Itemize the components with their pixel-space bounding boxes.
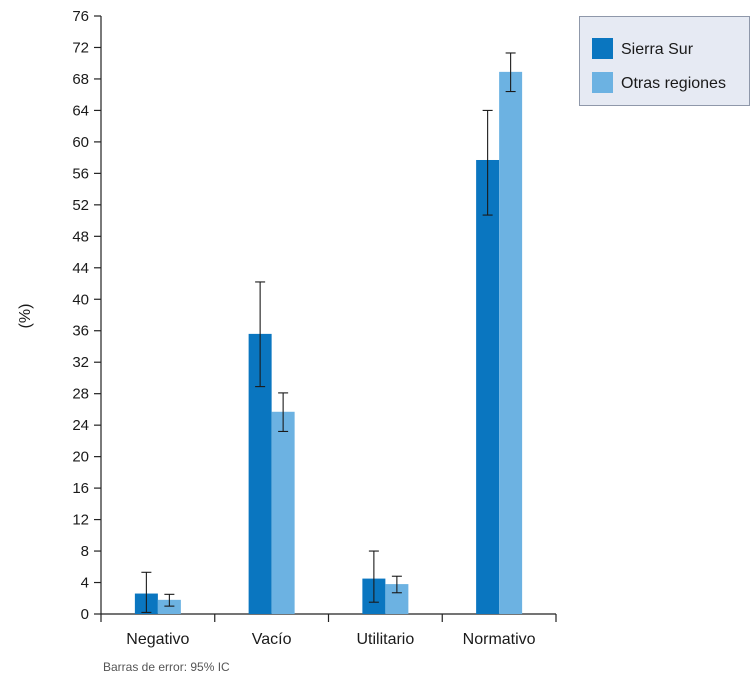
bar-negativo-series-1 [157, 599, 181, 614]
y-tick-label: 56 [72, 165, 89, 182]
y-tick-label: 64 [72, 102, 89, 119]
legend-swatch [592, 38, 613, 59]
legend-swatch [592, 72, 613, 93]
y-tick-label: 16 [72, 480, 89, 497]
x-tick-label: Normativo [463, 631, 536, 648]
y-tick-label: 28 [72, 386, 89, 403]
bar-vaco-series-1 [271, 411, 295, 614]
bar-utilitario-series-1 [385, 584, 409, 614]
bar-normativo-series-1 [499, 71, 523, 615]
y-tick-label: 52 [72, 197, 89, 214]
bar-vaco-series-0 [248, 333, 272, 614]
y-tick-label: 44 [72, 260, 89, 277]
y-tick-label: 8 [81, 543, 89, 560]
x-axis: Negativo Vacío Utilitario Normativo [100, 613, 557, 648]
x-tick-label: Vacío [252, 631, 292, 648]
bar-normativo-series-0 [476, 159, 500, 614]
legend-label: Sierra Sur [621, 41, 694, 58]
bars [134, 71, 523, 615]
y-tick-label: 48 [72, 228, 89, 245]
y-tick-label: 72 [72, 39, 89, 56]
y-tick-label: 40 [72, 291, 89, 308]
y-axis-label: (%) [17, 304, 34, 329]
y-tick-label: 32 [72, 354, 89, 371]
y-tick-label: 76 [72, 8, 89, 25]
y-tick-label: 0 [81, 606, 89, 623]
y-tick-label: 20 [72, 449, 89, 466]
x-tick-label: Utilitario [356, 631, 414, 648]
x-tick-label: Negativo [126, 631, 189, 648]
y-tick-label: 12 [72, 512, 89, 529]
y-tick-label: 24 [72, 417, 89, 434]
legend: Sierra Sur Otras regiones [579, 16, 750, 106]
error-bars [141, 52, 516, 613]
y-tick-label: 36 [72, 323, 89, 340]
y-tick-label: 68 [72, 71, 89, 88]
error-bar-note: Barras de error: 95% IC [103, 660, 230, 674]
legend-label: Otras regiones [621, 75, 726, 92]
y-tick-label: 4 [81, 575, 89, 592]
y-tick-label: 60 [72, 134, 89, 151]
